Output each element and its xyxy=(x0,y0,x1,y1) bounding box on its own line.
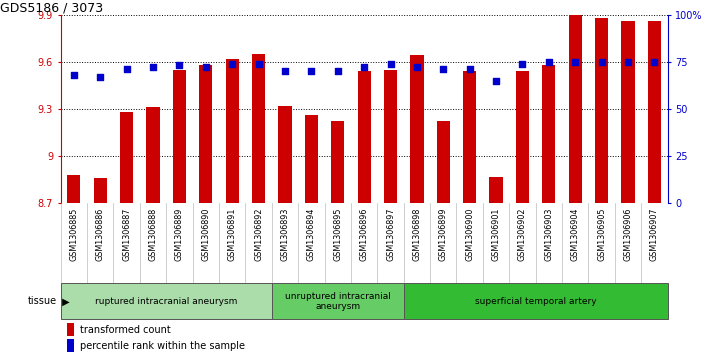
Point xyxy=(438,66,449,72)
Text: percentile rank within the sample: percentile rank within the sample xyxy=(80,341,245,351)
Point xyxy=(623,59,634,65)
Bar xyxy=(411,56,423,203)
Bar xyxy=(463,71,476,203)
Text: ▶: ▶ xyxy=(59,296,69,306)
Text: GSM1306896: GSM1306896 xyxy=(360,207,368,261)
Point xyxy=(174,62,185,68)
Bar xyxy=(595,18,608,203)
Point xyxy=(68,72,79,78)
Bar xyxy=(542,65,555,203)
Point xyxy=(147,65,159,70)
Bar xyxy=(226,58,238,203)
Bar xyxy=(67,339,74,352)
Text: GSM1306887: GSM1306887 xyxy=(122,207,131,261)
Point xyxy=(121,66,132,72)
Bar xyxy=(437,122,450,203)
Bar xyxy=(173,70,186,203)
Bar xyxy=(358,71,371,203)
Text: GSM1306890: GSM1306890 xyxy=(201,207,211,261)
Text: transformed count: transformed count xyxy=(80,325,171,335)
Text: GDS5186 / 3073: GDS5186 / 3073 xyxy=(0,1,103,15)
Text: tissue: tissue xyxy=(28,296,57,306)
Text: GSM1306905: GSM1306905 xyxy=(597,207,606,261)
Point xyxy=(200,65,211,70)
Text: ruptured intracranial aneurysm: ruptured intracranial aneurysm xyxy=(95,297,238,306)
Text: unruptured intracranial
aneurysm: unruptured intracranial aneurysm xyxy=(285,291,391,311)
Text: GSM1306900: GSM1306900 xyxy=(466,207,474,261)
Point xyxy=(491,78,502,83)
Bar xyxy=(146,107,160,203)
Bar xyxy=(94,178,107,203)
Text: GSM1306901: GSM1306901 xyxy=(491,207,501,261)
Bar xyxy=(252,54,265,203)
Bar xyxy=(120,112,134,203)
Point xyxy=(570,59,581,65)
Bar xyxy=(648,21,661,203)
Bar xyxy=(490,176,503,203)
Point xyxy=(543,59,555,65)
Bar xyxy=(568,5,582,203)
Bar xyxy=(67,175,81,203)
Text: GSM1306893: GSM1306893 xyxy=(281,207,289,261)
Bar xyxy=(621,21,635,203)
Point xyxy=(253,61,264,66)
Text: GSM1306889: GSM1306889 xyxy=(175,207,184,261)
Bar xyxy=(305,115,318,203)
Bar xyxy=(331,122,344,203)
Bar xyxy=(61,283,272,319)
Point xyxy=(332,68,343,74)
Bar xyxy=(67,323,74,336)
Text: GSM1306902: GSM1306902 xyxy=(518,207,527,261)
Text: GSM1306899: GSM1306899 xyxy=(439,207,448,261)
Bar xyxy=(516,71,529,203)
Bar xyxy=(403,283,668,319)
Text: superficial temporal artery: superficial temporal artery xyxy=(475,297,596,306)
Text: GSM1306897: GSM1306897 xyxy=(386,207,395,261)
Point xyxy=(464,66,476,72)
Point xyxy=(358,65,370,70)
Bar xyxy=(384,70,397,203)
Text: GSM1306898: GSM1306898 xyxy=(413,207,421,261)
Point xyxy=(649,59,660,65)
Bar xyxy=(199,65,212,203)
Text: GSM1306894: GSM1306894 xyxy=(307,207,316,261)
Point xyxy=(226,61,238,66)
Text: GSM1306888: GSM1306888 xyxy=(149,207,158,261)
Point xyxy=(411,65,423,70)
Text: GSM1306907: GSM1306907 xyxy=(650,207,659,261)
Point xyxy=(517,61,528,66)
Text: GSM1306895: GSM1306895 xyxy=(333,207,342,261)
Text: GSM1306886: GSM1306886 xyxy=(96,207,105,261)
Point xyxy=(596,59,608,65)
Point xyxy=(385,61,396,66)
Text: GSM1306903: GSM1306903 xyxy=(544,207,553,261)
Point xyxy=(279,68,291,74)
Text: GSM1306906: GSM1306906 xyxy=(623,207,633,261)
Text: GSM1306904: GSM1306904 xyxy=(570,207,580,261)
Bar xyxy=(272,283,403,319)
Text: GSM1306891: GSM1306891 xyxy=(228,207,237,261)
Bar xyxy=(278,106,291,203)
Text: GSM1306885: GSM1306885 xyxy=(69,207,79,261)
Point xyxy=(94,74,106,80)
Text: GSM1306892: GSM1306892 xyxy=(254,207,263,261)
Point xyxy=(306,68,317,74)
